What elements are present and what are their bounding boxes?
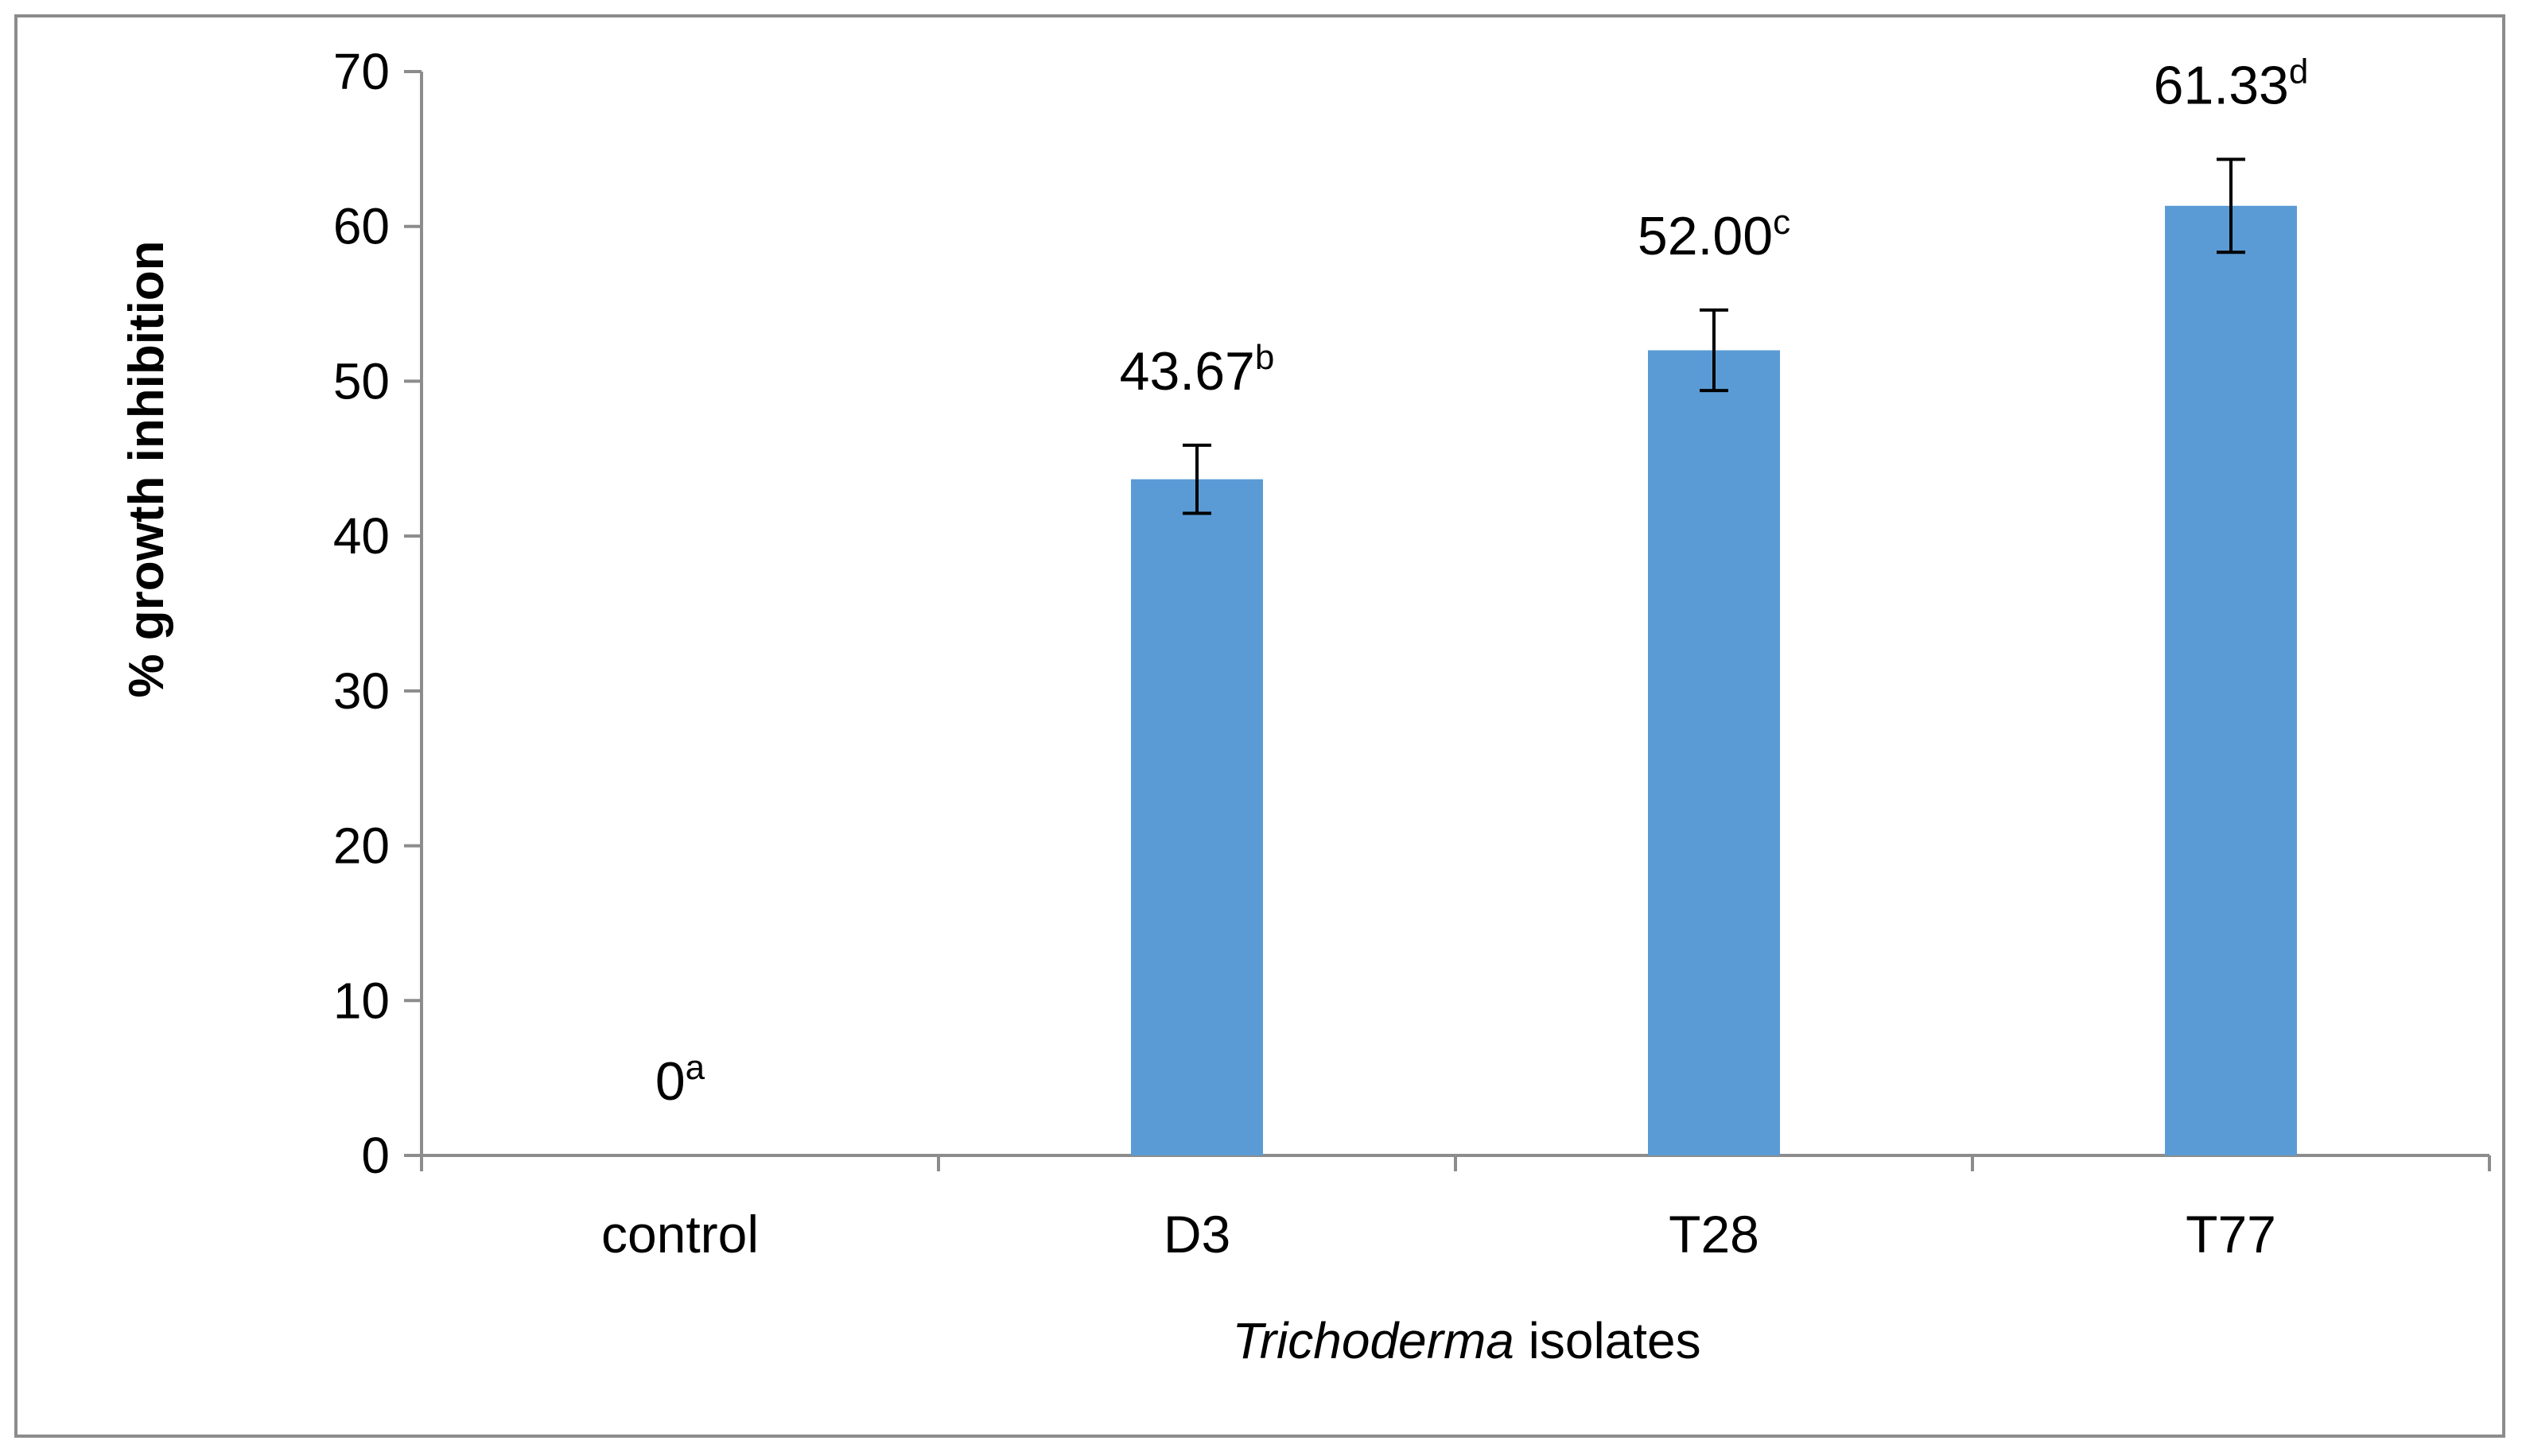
error-bar — [1183, 443, 1211, 515]
y-axis: 0 10 20 30 40 50 60 70 — [333, 43, 423, 1184]
y-tick-label: 50 — [333, 352, 390, 410]
x-tick-label: control — [601, 1205, 759, 1264]
data-labels: 0a 43.67b 52.00c 61.33d — [655, 52, 2308, 1112]
x-axis-title: Trichoderma isolates — [1232, 1312, 1700, 1369]
data-label-letter: c — [1773, 203, 1790, 242]
y-tick-label: 0 — [361, 1127, 390, 1184]
bars — [1131, 205, 2297, 1156]
x-axis: control D3 T28 T77 — [420, 1154, 2491, 1264]
y-tick-label: 20 — [333, 817, 390, 875]
data-label-value: 43.67 — [1120, 341, 1255, 402]
data-label: 0a — [655, 1048, 705, 1112]
y-tick-label: 70 — [333, 43, 390, 100]
x-tick-label: T28 — [1669, 1205, 1759, 1264]
bar-t77 — [2165, 205, 2297, 1156]
bar-t28 — [1648, 350, 1780, 1155]
y-tick-label: 30 — [333, 662, 390, 720]
y-tick-label: 40 — [333, 507, 390, 565]
data-label-value: 52.00 — [1638, 206, 1773, 266]
data-label-value: 61.33 — [2154, 55, 2289, 115]
y-tick-label: 60 — [333, 198, 390, 255]
error-bars — [1183, 157, 2245, 515]
x-axis-title-italic: Trichoderma — [1232, 1312, 1514, 1369]
data-label: 43.67b — [1120, 338, 1275, 402]
error-bar — [1700, 308, 1728, 393]
data-label-letter: a — [686, 1048, 705, 1087]
bar-d3 — [1131, 479, 1263, 1155]
data-label-letter: b — [1255, 338, 1274, 377]
y-axis-title: % growth inhibition — [119, 240, 174, 697]
data-label: 52.00c — [1638, 203, 1790, 266]
data-label-letter: d — [2289, 52, 2308, 91]
x-axis-title-rest: isolates — [1514, 1312, 1701, 1369]
data-label: 61.33d — [2154, 52, 2309, 115]
y-tick-label: 10 — [333, 972, 390, 1029]
data-label-value: 0 — [655, 1051, 686, 1112]
x-tick-label: D3 — [1164, 1205, 1230, 1264]
error-bar — [2217, 157, 2245, 254]
x-tick-label: T77 — [2186, 1205, 2276, 1264]
